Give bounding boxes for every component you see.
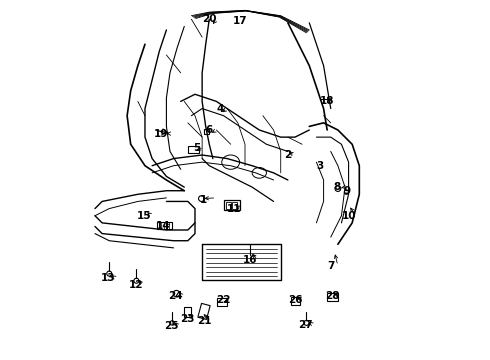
Text: 26: 26 [288, 295, 302, 305]
Text: 2: 2 [284, 150, 292, 160]
Text: 20: 20 [202, 14, 217, 24]
Text: 24: 24 [168, 291, 183, 301]
Text: 5: 5 [193, 143, 200, 153]
Text: 9: 9 [343, 186, 350, 196]
Text: 7: 7 [327, 261, 334, 271]
Bar [198, 303, 210, 319]
Bar [157, 222, 172, 229]
Text: 22: 22 [216, 295, 231, 305]
Text: 11: 11 [227, 203, 242, 213]
Text: 28: 28 [325, 291, 340, 301]
Bar [291, 297, 300, 305]
Text: 8: 8 [334, 182, 341, 192]
Text: 15: 15 [137, 211, 151, 221]
Text: 6: 6 [206, 125, 213, 135]
Text: 23: 23 [181, 314, 195, 324]
Text: 10: 10 [342, 211, 356, 221]
Text: 16: 16 [243, 255, 258, 265]
Bar [204, 129, 209, 134]
Text: 18: 18 [320, 96, 334, 107]
Bar [217, 298, 227, 306]
Bar [232, 202, 237, 208]
Text: 12: 12 [129, 280, 143, 291]
Text: 3: 3 [317, 161, 323, 171]
Text: 19: 19 [154, 129, 168, 139]
Bar [184, 307, 191, 317]
Text: 27: 27 [298, 320, 313, 330]
Text: 25: 25 [165, 321, 179, 332]
Text: 14: 14 [155, 221, 170, 231]
Bar [188, 146, 198, 153]
Text: 17: 17 [232, 16, 247, 26]
Text: 4: 4 [216, 104, 223, 113]
Text: 13: 13 [101, 273, 116, 283]
Bar [226, 202, 231, 208]
Bar [223, 201, 240, 210]
Text: 1: 1 [200, 195, 208, 204]
Text: 21: 21 [196, 316, 211, 326]
Bar [327, 293, 338, 301]
